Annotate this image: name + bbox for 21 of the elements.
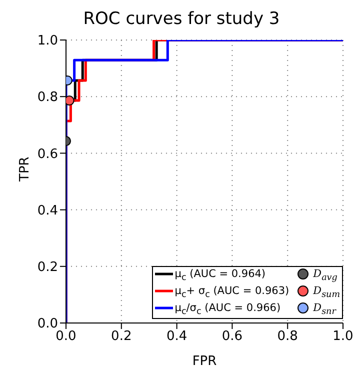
legend-label: μ$_{c}$+ σ$_{c}$ (AUC = 0.963) bbox=[174, 284, 290, 300]
y-tick-label: 0.8 bbox=[37, 90, 58, 106]
x-tick-label: 0.0 bbox=[56, 329, 76, 344]
legend-label: D$_{avg}$ bbox=[313, 268, 338, 283]
y-tick-label: 0.2 bbox=[37, 260, 58, 276]
y-axis-title: TPR bbox=[18, 156, 33, 182]
chart-title: ROC curves for study 3 bbox=[82, 8, 281, 31]
y-tick-label: 0.4 bbox=[37, 203, 58, 218]
x-tick-label: 0.2 bbox=[111, 329, 132, 344]
y-tick-label: 0.6 bbox=[37, 146, 58, 162]
x-tick-label: 0.4 bbox=[166, 329, 188, 344]
y-tick-label: 1.0 bbox=[37, 34, 58, 49]
x-tick-label: 1.0 bbox=[332, 329, 354, 344]
x-tick-label: 0.6 bbox=[222, 329, 243, 344]
x-axis-title: FPR bbox=[192, 354, 217, 369]
y-tick-label: 0.0 bbox=[37, 316, 58, 332]
legend-label: D$_{snr}$ bbox=[313, 302, 336, 317]
x-tick-label: 0.8 bbox=[277, 329, 298, 344]
legend-label: D$_{sum}$ bbox=[313, 284, 340, 300]
legend-label: μ$_{c}$/σ$_{c}$ (AUC = 0.966) bbox=[174, 302, 281, 317]
legend-label: μ$_{c}$ (AUC = 0.964) bbox=[174, 268, 266, 283]
